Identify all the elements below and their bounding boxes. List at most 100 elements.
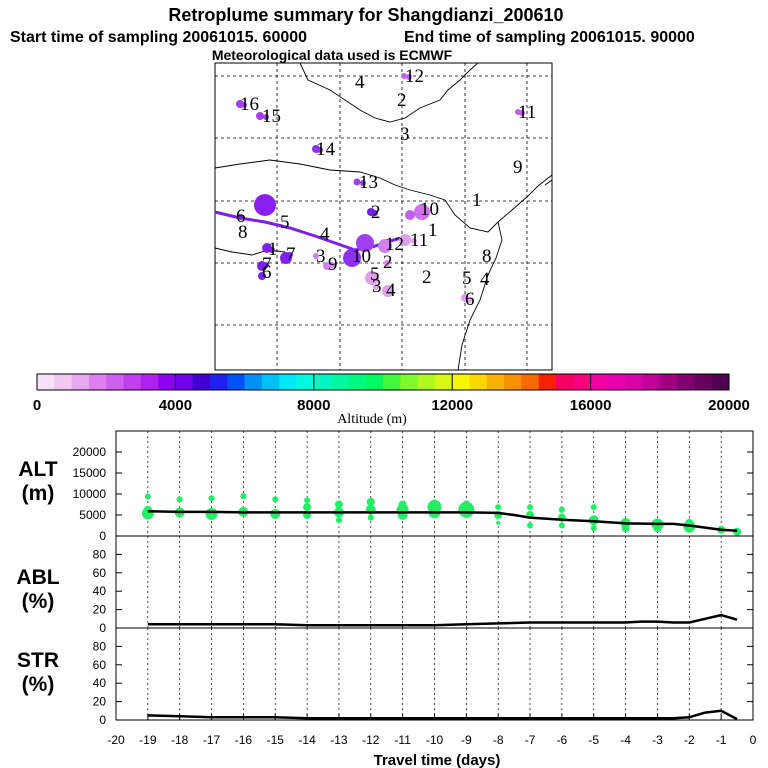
map-label-dot: [360, 180, 366, 186]
x-tick-label: -12: [362, 733, 380, 747]
panel-unit: (%): [22, 590, 55, 613]
colorbar-tick-label: 20000: [708, 397, 750, 414]
map-label-dot: [317, 147, 323, 153]
colorbar-swatch: [469, 374, 488, 390]
map-frame: [214, 62, 553, 371]
x-tick-label: -11: [394, 733, 411, 747]
altitude-point: [144, 493, 151, 500]
colorbar-swatch: [192, 374, 211, 390]
x-tick-label: -9: [461, 733, 472, 747]
panel-str: 0 20 40 60 80 STR(%): [17, 627, 754, 727]
map-day-label: 11: [410, 230, 428, 251]
y-tick-label: 10000: [73, 487, 107, 501]
map-day-label: 10: [420, 199, 439, 220]
map-day-label: 4: [386, 280, 396, 301]
colorbar-swatch: [140, 374, 159, 390]
panel-alt: 0 5000 10000 15000 20000 ALT(m): [18, 430, 754, 543]
y-tick-label: 60: [93, 658, 107, 672]
y-tick-label: 0: [99, 713, 106, 727]
map-day-label: 4: [320, 224, 330, 245]
altitude-point: [527, 504, 534, 511]
colorbar-swatch: [261, 374, 280, 390]
y-tick-label: 0: [99, 621, 106, 635]
x-tick-label: -7: [525, 733, 536, 747]
altitude-point: [558, 506, 565, 513]
colorbar-swatch: [88, 374, 107, 390]
map-label-dot: [384, 260, 390, 266]
x-tick-label: -14: [298, 733, 316, 747]
colorbar-swatch: [556, 374, 574, 390]
figure-title: Retroplume summary for Shangdianzi_20061…: [168, 5, 563, 25]
x-tick-label: -8: [493, 733, 504, 747]
map-day-label: 3: [372, 276, 382, 297]
map-day-label: 5: [462, 268, 472, 289]
y-tick-label: 20: [93, 603, 107, 617]
x-tick-label: -2: [684, 733, 695, 747]
colorbar-swatch: [659, 374, 678, 390]
start-time-text: Start time of sampling 20061015. 60000: [10, 29, 307, 46]
colorbar-swatch: [642, 374, 661, 390]
map-day-label: 15: [262, 106, 281, 127]
x-tick-label: -15: [267, 733, 285, 747]
altitude-point: [429, 499, 440, 510]
map-day-label: 8: [482, 246, 492, 267]
map-day-label: 1: [268, 239, 278, 260]
colorbar-swatch: [331, 374, 349, 390]
map-label-dot: [373, 284, 379, 290]
colorbar-tick-label: 0: [33, 397, 41, 414]
map-label-dot: [287, 252, 293, 258]
map-label-dot: [269, 247, 275, 253]
map-label-dot: [241, 102, 247, 108]
colorbar-swatch: [244, 374, 263, 390]
colorbar-label: Altitude (m): [337, 412, 407, 427]
colorbar-swatch: [37, 374, 55, 390]
map-day-label: 9: [328, 254, 338, 275]
map-label-dot: [263, 114, 269, 120]
map-day-label: 12: [385, 234, 404, 255]
map-day-label: 2: [397, 90, 407, 111]
x-tick-label: -6: [557, 733, 568, 747]
altitude-point: [527, 522, 534, 529]
colorbar-swatch: [296, 374, 315, 390]
map-day-label: 9: [513, 157, 523, 178]
colorbar-swatch: [365, 374, 384, 390]
map-day-label: 6: [236, 206, 246, 227]
map-label-dot: [466, 297, 472, 303]
colorbar-swatch: [711, 374, 730, 390]
map-borders: [214, 62, 553, 371]
colorbar-swatch: [175, 374, 193, 390]
colorbar-swatch: [313, 374, 332, 390]
panel-unit: (%): [22, 673, 55, 696]
altitude-point: [240, 493, 247, 500]
map-day-label: 5: [370, 264, 380, 285]
altitude-point: [367, 514, 374, 521]
panel-label: ALT: [18, 458, 57, 481]
colorbar-tick-label: 4000: [159, 397, 192, 414]
colorbar-swatch: [106, 374, 124, 390]
altitude-point: [208, 495, 215, 502]
altitude-point: [496, 520, 501, 525]
colorbar-tick-label: 8000: [297, 397, 330, 414]
x-tick-label: -20: [107, 733, 125, 747]
map-label-dot: [411, 238, 417, 244]
y-tick-label: 0: [99, 529, 106, 543]
x-tick-label: -5: [588, 733, 599, 747]
y-tick-label: 60: [93, 566, 107, 580]
panel-abl: 0 20 40 60 80 ABL(%): [16, 535, 754, 635]
colorbar-swatch: [54, 374, 72, 390]
map-label-dot: [263, 262, 269, 268]
map-label-dot: [353, 254, 359, 260]
map-label-dot: [386, 242, 392, 248]
time-series-panels: 05000100001500020000ALT(m)020406080ABL(%…: [16, 430, 757, 747]
colorbar-swatch: [521, 374, 539, 390]
map-label-dot: [329, 262, 335, 268]
panel-label: STR: [17, 649, 59, 672]
y-tick-label: 15000: [73, 466, 107, 480]
altitude-point: [590, 504, 597, 511]
colorbar-tick-label: 16000: [570, 397, 612, 414]
colorbar-swatch: [677, 374, 695, 390]
map-day-label: 6: [262, 262, 272, 283]
map-day-label: 4: [480, 269, 490, 290]
altitude-point: [398, 500, 407, 509]
altitude-colorbar: 0 4000 8000 12000 16000 20000: [33, 373, 750, 414]
